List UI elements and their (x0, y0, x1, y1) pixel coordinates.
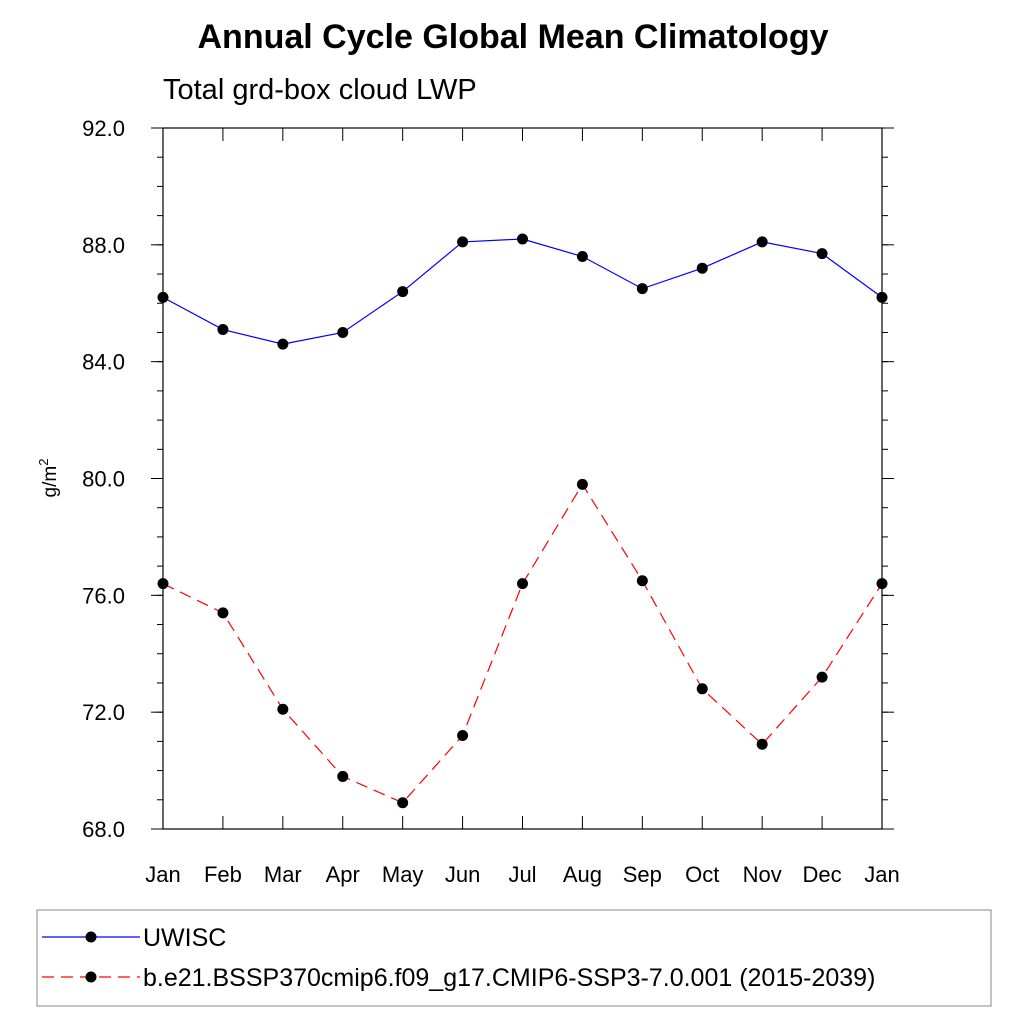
data-point-uwisc (397, 286, 409, 298)
y-tick-label: 92.0 (82, 116, 125, 141)
series-layer (157, 233, 888, 809)
data-point-model (576, 478, 588, 490)
data-point-uwisc (816, 248, 828, 260)
x-tick-label: Oct (685, 862, 719, 887)
x-tick-label: Mar (264, 862, 302, 887)
y-tick-labels: 68.0 72.0 76.0 80.0 84.0 88.0 92.0 (82, 116, 125, 842)
data-point-uwisc (696, 262, 708, 274)
legend-box (36, 909, 992, 1007)
x-tick-label: Jan (864, 862, 899, 887)
data-point-model (816, 671, 828, 683)
data-point-uwisc (217, 324, 229, 336)
chart-title: Annual Cycle Global Mean Climatology (198, 18, 829, 56)
y-axis-label-base: g/m (40, 466, 61, 498)
legend-uwisc-marker (85, 931, 97, 943)
data-point-model (157, 578, 169, 590)
x-tick-label: Jul (508, 862, 536, 887)
y-axis-label: g/m2 (36, 459, 61, 498)
data-point-model (876, 578, 888, 590)
data-point-uwisc (157, 291, 169, 303)
x-tick-labels: Jan Feb Mar Apr May Jun Jul Aug Sep Oct Nov Dec Jan (145, 862, 899, 887)
y-axis-label-sup: 2 (36, 459, 51, 466)
x-tick-label: Apr (326, 862, 360, 887)
x-tick-label: Sep (623, 862, 662, 887)
data-point-model (517, 578, 528, 590)
legend-model-marker (85, 971, 97, 983)
data-point-uwisc (576, 251, 588, 263)
x-tick-label: Dec (803, 862, 842, 887)
data-point-model (397, 797, 409, 809)
legend-label-model: b.e21.BSSP370cmip6.f09_g17.CMIP6-SSP3-7.… (143, 964, 875, 992)
data-point-model (337, 770, 349, 782)
data-point-model (277, 703, 289, 715)
data-point-uwisc (277, 338, 289, 350)
chart-subtitle: Total grd-box cloud LWP (163, 74, 477, 106)
legend: UWISC b.e21.BSSP370cmip6.f09_g17.CMIP6-S… (36, 909, 992, 1007)
data-point-uwisc (457, 236, 469, 248)
x-tick-label: May (382, 862, 424, 887)
y-tick-label: 72.0 (82, 700, 125, 725)
data-point-uwisc (337, 326, 349, 338)
data-point-uwisc (756, 236, 768, 248)
data-point-model (636, 575, 648, 587)
data-point-model (217, 607, 229, 619)
x-tick-label: Jun (445, 862, 480, 887)
data-point-model (457, 730, 469, 742)
data-point-model (696, 683, 708, 695)
x-tick-label: Jan (145, 862, 180, 887)
y-tick-label: 76.0 (82, 583, 125, 608)
x-tick-label: Aug (563, 862, 602, 887)
data-point-model (756, 738, 768, 750)
data-point-uwisc (876, 291, 888, 303)
y-tick-label: 68.0 (82, 817, 125, 842)
data-point-uwisc (517, 233, 528, 245)
series-line-uwisc (162, 238, 883, 345)
y-tick-label: 80.0 (82, 467, 125, 492)
axis-ticks (151, 127, 894, 830)
series-line-model (162, 483, 883, 804)
data-point-uwisc (636, 283, 648, 295)
y-tick-label: 84.0 (82, 350, 125, 375)
x-tick-label: Feb (204, 862, 242, 887)
plot-frame (162, 127, 883, 830)
y-tick-label: 88.0 (82, 233, 125, 258)
x-tick-label: Nov (743, 862, 782, 887)
legend-label-uwisc: UWISC (143, 924, 226, 952)
